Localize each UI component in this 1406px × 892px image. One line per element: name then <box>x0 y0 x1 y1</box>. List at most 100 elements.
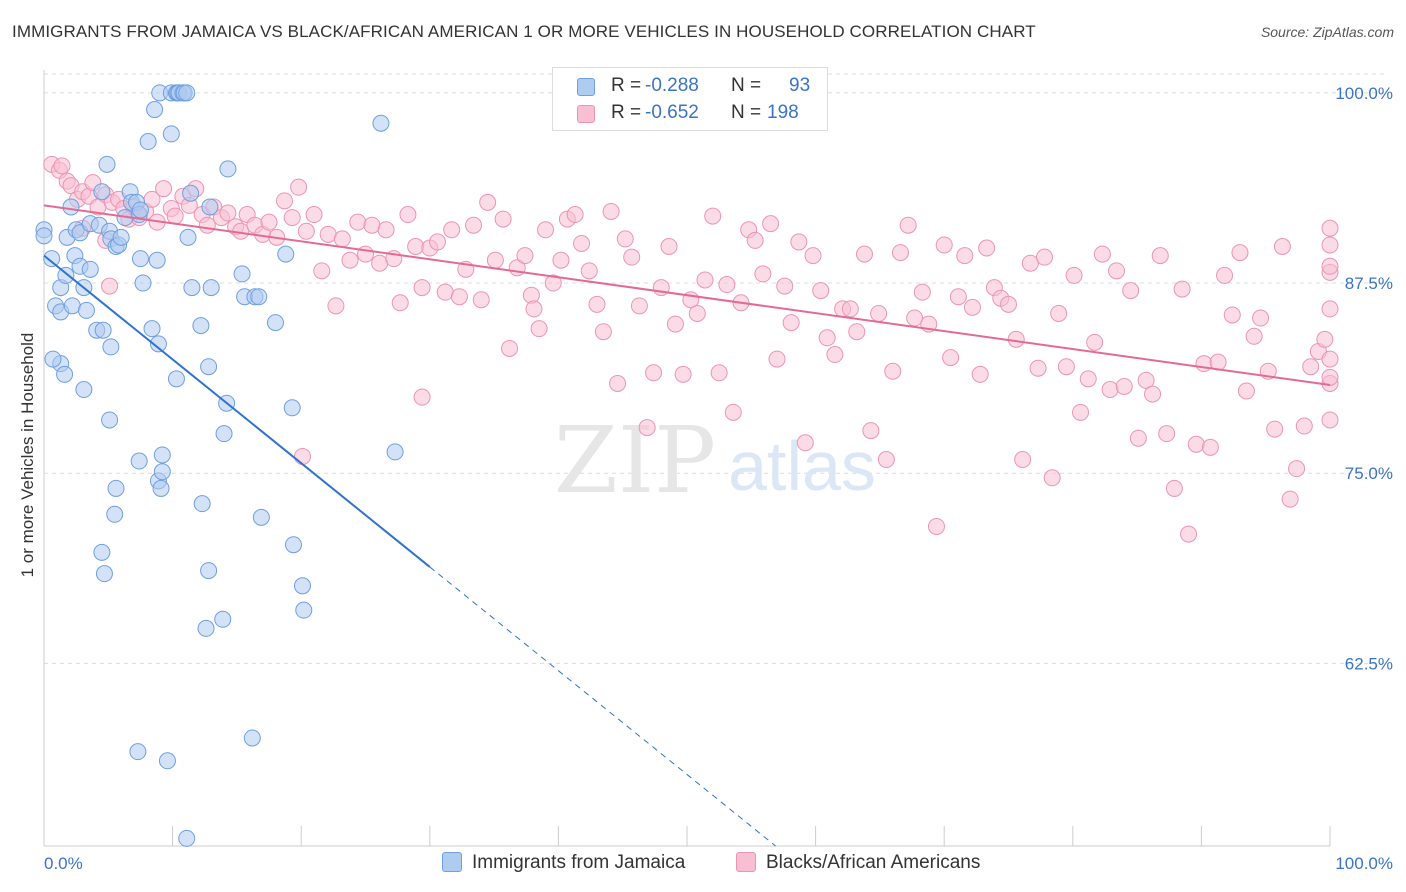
data-point-black <box>1321 368 1339 386</box>
data-point-black <box>1302 358 1320 376</box>
data-point-black <box>436 283 454 301</box>
correlation-legend: R = -0.288 N = 93 R = -0.652 N = 198 <box>552 67 828 131</box>
data-point-jamaica <box>106 505 124 523</box>
data-point-jamaica <box>101 411 119 429</box>
data-point-black <box>877 451 895 469</box>
data-point-black <box>219 204 237 222</box>
data-point-black <box>804 247 822 265</box>
data-point-black <box>1151 247 1169 265</box>
data-point-jamaica <box>293 577 311 595</box>
data-point-black <box>363 216 381 234</box>
bottom-legend-swatch-jamaica <box>442 852 462 872</box>
data-point-black <box>1273 238 1291 256</box>
data-point-jamaica <box>98 155 116 173</box>
data-point-black <box>913 283 931 301</box>
data-point-black <box>891 244 909 262</box>
data-point-black <box>501 339 519 357</box>
data-point-black <box>776 277 794 295</box>
data-point-jamaica <box>81 260 99 278</box>
data-point-black <box>942 349 960 367</box>
data-point-jamaica <box>200 562 218 580</box>
data-point-black <box>357 245 374 263</box>
data-point-jamaica <box>149 335 167 353</box>
data-point-black <box>855 245 873 263</box>
data-point-black <box>899 216 917 234</box>
data-point-black <box>443 221 461 239</box>
data-point-black <box>283 209 301 227</box>
data-point-black <box>260 213 278 231</box>
data-point-black <box>1321 300 1339 318</box>
data-point-black <box>275 192 293 210</box>
trend-line-black <box>43 204 1331 386</box>
data-point-jamaica <box>131 250 149 268</box>
data-point-black <box>616 230 634 248</box>
data-point-black <box>746 231 764 249</box>
data-point-black <box>1137 371 1155 389</box>
data-point-black <box>1321 236 1339 254</box>
data-point-black <box>935 236 953 254</box>
data-point-black <box>391 294 409 312</box>
series-black-african-americans <box>43 155 1339 543</box>
data-point-jamaica <box>148 251 166 269</box>
data-point-jamaica <box>112 228 130 246</box>
data-point-black <box>313 262 331 280</box>
data-point-jamaica <box>197 619 215 637</box>
data-point-black <box>826 346 844 364</box>
data-point-jamaica <box>266 314 284 332</box>
legend-n-label: N = <box>731 75 762 96</box>
data-point-jamaica <box>283 399 301 417</box>
data-point-black <box>399 206 417 224</box>
legend-row-black: R = -0.652 N = 198 <box>553 101 827 127</box>
data-point-black <box>1158 425 1176 443</box>
data-point-black <box>377 221 395 239</box>
data-point-jamaica <box>214 610 232 628</box>
data-point-jamaica <box>183 279 201 297</box>
data-point-black <box>594 323 612 341</box>
data-point-black <box>1014 451 1032 469</box>
data-point-black <box>674 365 692 383</box>
data-point-black <box>754 265 772 283</box>
data-point-black <box>688 304 706 322</box>
trend-lines <box>43 204 1331 847</box>
data-point-jamaica <box>152 479 170 497</box>
data-point-jamaica <box>162 125 180 143</box>
data-point-black <box>927 517 945 535</box>
data-point-black <box>609 374 627 392</box>
axes <box>43 70 1331 847</box>
data-point-black <box>1180 525 1198 543</box>
data-point-black <box>862 422 880 440</box>
data-point-black <box>1266 420 1284 438</box>
data-point-jamaica <box>386 443 404 461</box>
data-point-black <box>319 225 337 243</box>
y-tick-label: 75.0% <box>1345 464 1393 483</box>
data-point-black <box>870 304 888 322</box>
data-point-black <box>630 297 648 315</box>
data-point-black <box>1079 370 1097 388</box>
data-point-black <box>305 206 323 224</box>
data-point-black <box>290 178 308 196</box>
data-point-black <box>1000 295 1017 313</box>
data-point-black <box>1029 359 1047 377</box>
source-label: Source: ZipAtlas.com <box>1260 24 1394 40</box>
data-point-jamaica <box>93 183 111 201</box>
data-point-black <box>166 207 184 225</box>
data-point-black <box>696 271 714 289</box>
data-point-black <box>1101 381 1119 399</box>
legend-r-value: -0.652 <box>645 102 699 123</box>
legend-r-label: R = <box>611 102 642 123</box>
data-point-black <box>297 222 315 240</box>
data-point-black <box>762 215 780 233</box>
legend-n-value: 198 <box>767 102 799 123</box>
data-point-jamaica <box>143 320 161 338</box>
data-point-black <box>638 419 656 437</box>
data-point-black <box>768 350 786 368</box>
data-point-black <box>486 251 504 269</box>
data-point-black <box>790 233 808 251</box>
data-point-black <box>573 234 591 252</box>
data-point-black <box>1237 382 1255 400</box>
data-point-black <box>1043 469 1061 487</box>
tick-labels: 100.0% 87.5% 75.0% 62.5% 0.0% 100.0% <box>44 84 1393 873</box>
data-point-black <box>623 248 641 266</box>
data-point-jamaica <box>167 370 185 388</box>
data-point-black <box>1288 460 1306 478</box>
